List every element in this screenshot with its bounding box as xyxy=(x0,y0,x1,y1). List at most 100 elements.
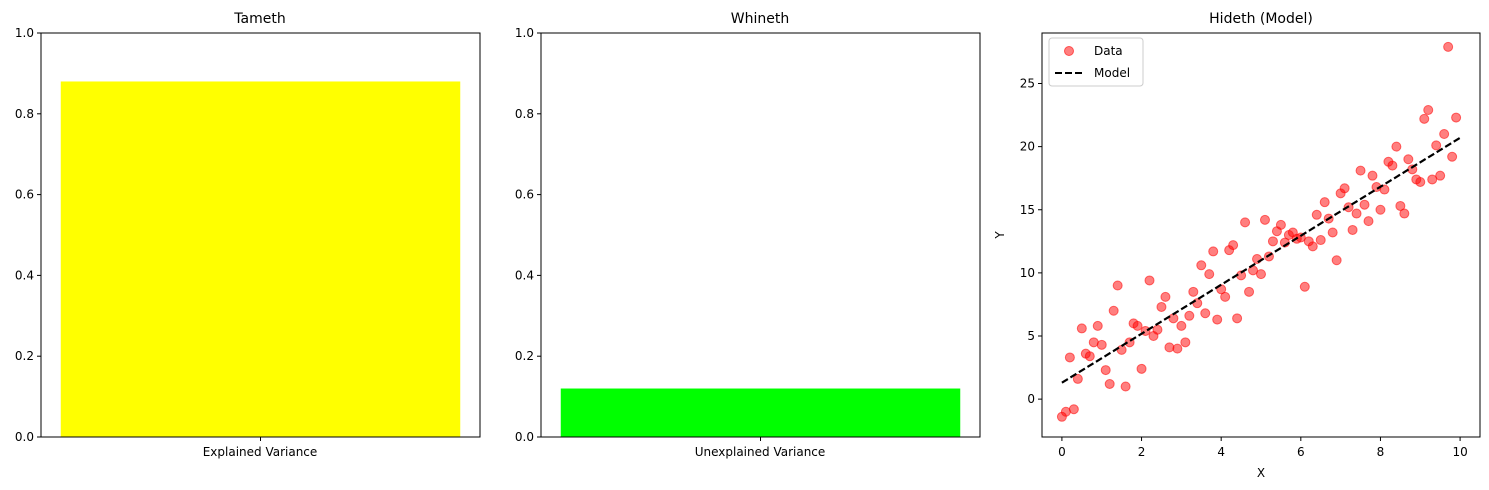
data-point xyxy=(1152,324,1163,335)
data-point xyxy=(1256,269,1266,280)
data-point xyxy=(1200,308,1211,319)
x-axis-label: X xyxy=(1257,466,1265,480)
data-point xyxy=(1391,141,1402,152)
y-tick-label: 10 xyxy=(1020,266,1035,280)
data-point xyxy=(1096,339,1107,350)
data-point xyxy=(1092,320,1103,331)
x-tick-label: 8 xyxy=(1377,445,1385,459)
data-point xyxy=(1228,240,1239,251)
plot-area: 0 2 4 6 8 10 0 5 10 15 20 25 xyxy=(1020,32,1481,459)
data-point xyxy=(1359,199,1370,210)
panel-tameth: Tameth 0.0 0.2 0.4 0.6 0.8 1.0 Explained Vari… xyxy=(15,11,481,459)
data-point xyxy=(1160,291,1171,302)
data-point xyxy=(1307,241,1318,252)
data-point xyxy=(1156,301,1167,312)
panel-whineth: Whineth 0.0 0.2 0.4 0.6 0.8 1.0 Unexplained V… xyxy=(515,11,981,459)
plot-frame xyxy=(1041,32,1481,438)
data-point xyxy=(1427,174,1438,185)
data-point xyxy=(1375,204,1386,215)
data-point xyxy=(1212,314,1223,325)
y-tick-label: 0.2 xyxy=(15,349,34,363)
data-point xyxy=(1419,113,1430,124)
y-tick-label: 0.0 xyxy=(15,430,34,444)
data-point xyxy=(1144,275,1155,286)
data-point xyxy=(1172,343,1183,354)
chart-title: Hideth (Model) xyxy=(1209,11,1313,27)
y-tick-label: 15 xyxy=(1020,203,1035,217)
data-point xyxy=(1232,313,1243,324)
data-point xyxy=(1395,200,1406,211)
data-point xyxy=(1415,176,1426,187)
data-point xyxy=(1116,344,1127,355)
data-point xyxy=(1275,219,1286,230)
y-tick-label: 0.6 xyxy=(15,188,34,202)
data-point xyxy=(1112,280,1123,291)
data-point xyxy=(1355,165,1366,176)
legend-data-marker xyxy=(1064,46,1074,56)
y-tick-label: 25 xyxy=(1020,77,1035,91)
bar xyxy=(60,81,461,437)
data-point xyxy=(1439,129,1450,139)
y-tick-label: 0 xyxy=(1027,392,1035,406)
data-point xyxy=(1363,216,1374,227)
x-tick-label: 0 xyxy=(1058,445,1066,459)
data-point xyxy=(1443,41,1454,52)
bar xyxy=(560,388,961,437)
data-point xyxy=(1399,208,1410,219)
x-tick-label: Explained Variance xyxy=(203,445,318,459)
data-point xyxy=(1188,286,1199,297)
data-point xyxy=(1208,246,1219,257)
data-point xyxy=(1423,105,1434,116)
data-point xyxy=(1451,112,1462,123)
data-point xyxy=(1315,235,1326,246)
y-tick-label: 0.8 xyxy=(515,107,534,121)
y-tick-label: 0.4 xyxy=(515,268,534,282)
data-point xyxy=(1184,310,1195,321)
y-tick-label: 20 xyxy=(1020,140,1035,154)
data-point xyxy=(1176,320,1187,331)
x-tick-label: 4 xyxy=(1217,445,1225,459)
data-point xyxy=(1120,381,1131,392)
panel-hideth-model: Hideth (Model) 0 2 4 6 8 10 0 5 10 15 20 25 X Y Dat… xyxy=(993,11,1481,480)
data-point xyxy=(1311,209,1322,220)
data-point xyxy=(1447,151,1458,162)
data-point xyxy=(1327,227,1338,238)
data-point xyxy=(1076,323,1087,334)
data-point xyxy=(1220,291,1231,302)
data-point xyxy=(1084,351,1095,362)
data-point xyxy=(1379,184,1390,195)
y-tick-label: 0.6 xyxy=(515,188,534,202)
x-tick-label: 2 xyxy=(1138,445,1146,459)
data-point xyxy=(1435,170,1446,181)
data-point xyxy=(1180,337,1191,348)
data-point xyxy=(1267,236,1278,247)
data-point xyxy=(1347,224,1358,235)
data-point xyxy=(1108,305,1119,316)
plot-area: 0.0 0.2 0.4 0.6 0.8 1.0 xyxy=(15,26,481,444)
data-point xyxy=(1196,260,1207,271)
data-point xyxy=(1104,378,1115,389)
data-point xyxy=(1132,320,1143,331)
data-point xyxy=(1351,208,1362,219)
data-point xyxy=(1299,281,1310,292)
y-tick-label: 0.8 xyxy=(15,107,34,121)
data-point xyxy=(1319,197,1330,208)
data-point xyxy=(1252,253,1263,264)
data-point xyxy=(1431,140,1442,151)
data-point xyxy=(1072,373,1083,384)
data-point xyxy=(1192,298,1203,309)
data-point xyxy=(1367,170,1378,181)
data-point xyxy=(1244,286,1255,297)
y-tick-label: 1.0 xyxy=(515,26,534,40)
y-tick-label: 5 xyxy=(1027,329,1035,343)
plot-area: 0.0 0.2 0.4 0.6 0.8 1.0 xyxy=(515,26,981,444)
y-tick-label: 0.2 xyxy=(515,349,534,363)
data-point xyxy=(1204,269,1215,280)
data-point xyxy=(1259,214,1270,225)
x-tick-label: Unexplained Variance xyxy=(695,445,826,459)
data-point xyxy=(1064,352,1075,363)
y-axis-label: Y xyxy=(993,231,1007,240)
legend: Data Model xyxy=(1048,37,1144,87)
data-point xyxy=(1136,363,1147,374)
